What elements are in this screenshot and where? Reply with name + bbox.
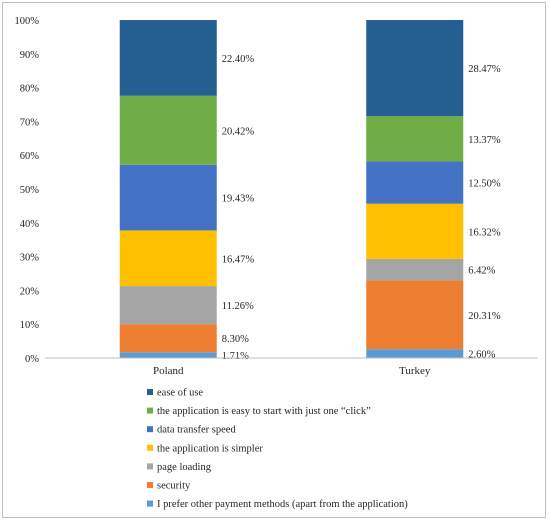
bar-segment	[119, 164, 217, 231]
data-label: 13.37%	[468, 135, 501, 146]
x-category-label: Poland	[153, 365, 184, 377]
data-labels-group: 1.71% 8.30% 11.26% 16.47% 19.43% 20.42% 22.40%…	[222, 54, 501, 362]
legend-label: data transfer speed	[157, 425, 236, 436]
bar-segment	[366, 20, 464, 117]
y-tick-label: 100%	[15, 16, 40, 27]
bar-segment	[366, 280, 464, 350]
data-label: 28.47%	[468, 64, 501, 75]
data-label: 2.60%	[468, 350, 495, 361]
bar-segment	[366, 116, 464, 162]
data-label: 16.32%	[468, 227, 501, 238]
bar-segment	[366, 161, 464, 204]
bar-segment	[119, 230, 217, 287]
legend-swatch	[147, 407, 153, 414]
legend-label: page loading	[157, 462, 212, 473]
data-label: 22.40%	[222, 54, 255, 65]
legend: ease of use the application is easy to st…	[147, 388, 408, 510]
y-tick-label: 80%	[20, 84, 40, 95]
bar-segment	[119, 352, 217, 358]
y-axis: 0% 10% 20% 30% 40% 50% 60% 70% 80% 90% 100%	[15, 16, 40, 365]
legend-swatch	[147, 500, 153, 507]
legend-swatch	[147, 426, 153, 433]
data-label: 12.50%	[468, 179, 501, 190]
y-tick-label: 40%	[20, 219, 40, 230]
y-tick-label: 10%	[20, 320, 40, 331]
y-tick-label: 90%	[20, 50, 40, 61]
bars-group	[119, 20, 464, 358]
x-category-label: Turkey	[399, 365, 431, 377]
legend-swatch	[147, 463, 153, 470]
legend-swatch	[147, 482, 153, 488]
legend-label: ease of use	[157, 388, 203, 399]
legend-label: security	[157, 481, 191, 492]
data-label: 16.47%	[222, 254, 255, 265]
bar-segment	[119, 324, 217, 353]
data-label: 11.26%	[222, 301, 254, 312]
y-tick-label: 70%	[20, 117, 40, 128]
data-label: 20.42%	[222, 126, 255, 137]
x-axis: Poland Turkey	[45, 357, 538, 377]
legend-label: the application is simpler	[157, 443, 263, 454]
y-tick-label: 0%	[25, 354, 39, 365]
bar-segment	[366, 258, 464, 281]
bar-segment	[119, 286, 217, 325]
y-tick-label: 30%	[20, 253, 40, 264]
bar-segment	[366, 203, 464, 259]
legend-swatch	[147, 444, 153, 451]
data-label: 8.30%	[222, 334, 249, 345]
data-label: 19.43%	[222, 194, 255, 205]
y-tick-label: 20%	[20, 286, 40, 297]
y-tick-label: 50%	[20, 185, 40, 196]
bar-segment	[119, 95, 217, 165]
data-label: 6.42%	[468, 266, 495, 277]
data-label: 20.31%	[468, 311, 501, 322]
y-tick-label: 60%	[20, 151, 40, 162]
bar-segment	[366, 349, 464, 358]
data-label: 1.71%	[222, 351, 249, 362]
legend-label: I prefer other payment methods (apart fr…	[157, 499, 408, 510]
legend-swatch	[147, 389, 153, 395]
legend-label: the application is easy to start with ju…	[157, 406, 371, 417]
bar-segment	[119, 20, 217, 96]
